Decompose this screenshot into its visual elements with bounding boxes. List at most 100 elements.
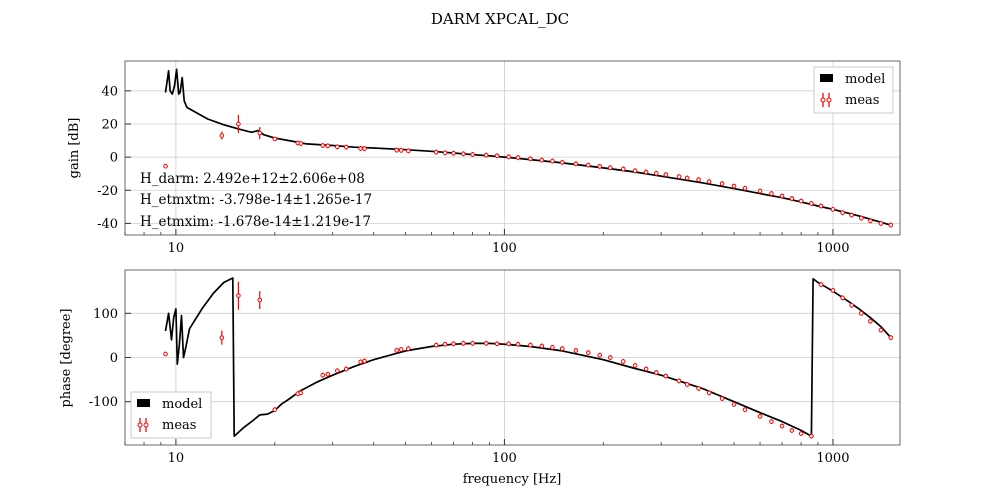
gain-meas-marker — [888, 222, 894, 228]
gain-meas-marker — [868, 218, 873, 224]
gain-meas-point — [840, 210, 845, 216]
gain-meas-marker — [706, 179, 712, 184]
phase-meas-point — [298, 390, 304, 396]
phase-meas-marker — [731, 402, 737, 407]
phase-meas-marker — [830, 288, 836, 293]
phase-legend: model meas — [130, 391, 212, 439]
gain-meas-point — [607, 165, 613, 171]
phase-meas-marker — [343, 366, 349, 372]
gain-meas-point — [878, 220, 884, 226]
phase-meas-point — [362, 358, 367, 364]
phase-meas-point — [696, 385, 701, 391]
phase-meas-point — [236, 281, 241, 310]
gain-meas-marker — [298, 141, 304, 146]
gain-meas-point — [888, 222, 894, 228]
gain-meas-marker — [559, 160, 565, 165]
gain-meas-point — [632, 168, 638, 174]
phase-meas-point — [573, 347, 579, 353]
phase-meas-marker — [528, 342, 533, 348]
phase-meas-marker — [840, 295, 845, 301]
gain-ytick-label--20: -20 — [97, 184, 118, 199]
gain-meas-point — [663, 172, 669, 178]
gain-meas-marker — [236, 121, 241, 127]
phase-meas-point — [585, 350, 591, 356]
gain-xtick-label-10: 10 — [168, 241, 185, 256]
phase-meas-point — [528, 342, 533, 348]
gain-meas-point — [470, 151, 475, 157]
gain-axes-frame — [124, 60, 901, 236]
phase-ylabel: phase [degree] — [59, 308, 74, 407]
phase-meas-marker — [663, 373, 669, 379]
gain-meas-marker — [676, 174, 682, 179]
gain-meas-marker — [840, 210, 845, 215]
phase-meas-point — [840, 295, 845, 301]
phase-meas-point — [719, 396, 725, 402]
phase-meas-point — [654, 370, 659, 376]
gain-meas-marker — [684, 175, 690, 181]
gain-meas-point — [494, 153, 500, 159]
phase-data — [163, 277, 894, 439]
gain-meas-point — [398, 147, 404, 153]
gain-meas-marker — [818, 203, 824, 209]
phase-meas-marker — [878, 327, 884, 333]
phase-meas-marker — [597, 352, 602, 358]
gain-meas-point — [585, 162, 591, 168]
phase-ytick-label--100: -100 — [89, 395, 118, 410]
gain-meas-marker — [163, 163, 168, 169]
gain-meas-point — [731, 183, 737, 189]
phase-meas-point — [550, 344, 555, 350]
gain-meas-marker — [461, 151, 466, 157]
phase-meas-marker — [696, 386, 701, 391]
phase-meas-point — [684, 381, 690, 387]
phase-meas-point — [406, 346, 411, 352]
phase-meas-point — [163, 351, 168, 357]
gain-meas-marker — [585, 162, 591, 168]
gain-meas-point — [461, 151, 466, 157]
gain-meas-marker — [550, 158, 555, 164]
gain-meas-marker — [470, 152, 475, 157]
gain-ylabel: gain [dB] — [67, 118, 82, 179]
gain-meas-point — [358, 145, 363, 151]
figure-title: DARM XPCAL_DC — [431, 10, 569, 28]
phase-meas-point — [830, 287, 836, 293]
gain-meas-point — [257, 127, 263, 140]
phase-meas-marker — [325, 371, 331, 377]
phase-meas-point — [325, 371, 331, 377]
phase-meas-point — [868, 318, 873, 324]
gain-meas-point — [849, 212, 854, 218]
phase-meas-point — [798, 431, 804, 437]
phase-meas-point — [818, 282, 824, 288]
gain-meas-marker — [506, 154, 511, 160]
phase-legend-meas-label: meas — [162, 418, 196, 433]
gain-meas-marker — [358, 146, 363, 151]
gain-ytick-label-20: 20 — [101, 117, 118, 132]
phase-meas-point — [272, 407, 278, 413]
gain-meas-marker — [757, 188, 763, 194]
gain-meas-marker — [789, 196, 795, 201]
phase-meas-point — [779, 423, 785, 429]
phase-meas-marker — [163, 351, 168, 357]
gain-meas-marker — [830, 207, 836, 212]
phase-xtick-label-10: 10 — [168, 451, 185, 466]
annotation-h-etmxim: H_etmxim: -1.678e-14±1.219e-17 — [140, 214, 371, 230]
phase-meas-marker — [362, 358, 367, 364]
gain-meas-marker — [257, 130, 263, 136]
gain-meas-point — [362, 146, 367, 152]
gain-legend-model-label: model — [845, 72, 885, 87]
gain-legend-model-swatch — [820, 74, 833, 82]
gain-legend-meas-swatch — [820, 93, 832, 107]
phase-meas-marker — [219, 335, 225, 340]
phase-meas-point — [643, 366, 649, 372]
phase-meas-marker — [779, 423, 785, 429]
gain-data — [163, 68, 894, 228]
phase-meas-marker — [742, 407, 748, 412]
phase-meas-point — [539, 343, 545, 349]
phase-meas-point — [343, 366, 349, 372]
gain-meas-marker — [878, 221, 884, 226]
phase-model-line — [164, 277, 892, 438]
gain-meas-point — [654, 170, 659, 176]
phase-grid — [125, 270, 900, 445]
phase-meas-point — [451, 341, 456, 347]
phase-meas-marker — [335, 368, 340, 374]
